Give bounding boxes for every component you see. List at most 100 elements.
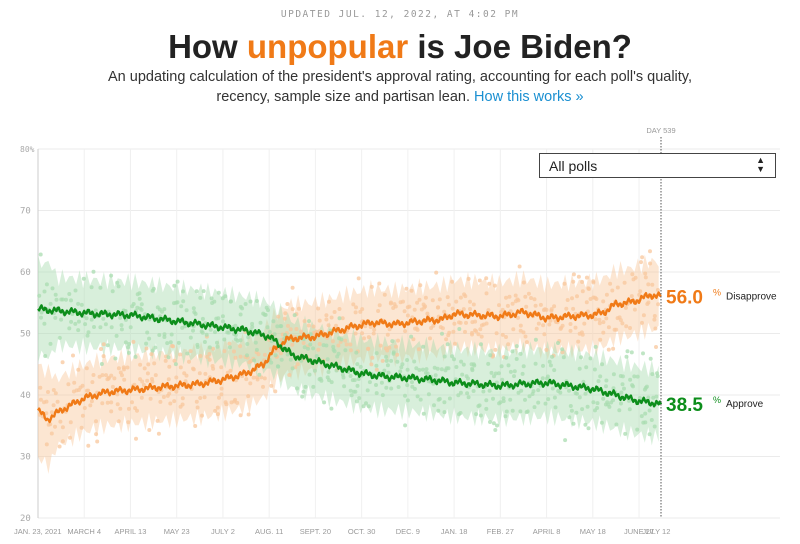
poll-dot bbox=[453, 341, 457, 346]
poll-dot bbox=[391, 350, 396, 355]
poll-dot bbox=[168, 340, 173, 345]
poll-dot bbox=[326, 323, 331, 328]
poll-dot bbox=[622, 280, 627, 285]
poll-dot bbox=[479, 342, 483, 347]
poll-dot bbox=[314, 354, 319, 359]
poll-dot bbox=[611, 386, 616, 391]
poll-dot bbox=[548, 363, 553, 368]
poll-dot bbox=[122, 367, 126, 372]
poll-dot bbox=[415, 327, 420, 332]
poll-dot bbox=[650, 372, 655, 377]
poll-dot bbox=[145, 371, 150, 376]
poll-dot bbox=[306, 323, 311, 328]
poll-dot bbox=[195, 342, 200, 347]
poll-dot bbox=[285, 302, 290, 306]
poll-dot bbox=[308, 342, 313, 347]
disapprove-pct-sign: % bbox=[713, 288, 721, 298]
poll-dot bbox=[648, 249, 652, 254]
poll-dot bbox=[386, 370, 391, 375]
poll-dot bbox=[498, 400, 503, 405]
disapprove-trend-line bbox=[37, 291, 662, 424]
poll-dot bbox=[412, 307, 417, 312]
poll-dot bbox=[316, 347, 321, 352]
poll-dot bbox=[253, 340, 258, 345]
poll-filter-value: All polls bbox=[549, 158, 598, 174]
poll-dot bbox=[466, 376, 470, 381]
poll-dot bbox=[382, 368, 387, 373]
poll-dot bbox=[193, 424, 198, 428]
poll-dot bbox=[37, 293, 42, 298]
poll-dot bbox=[409, 334, 414, 339]
poll-dot bbox=[354, 305, 358, 310]
poll-filter-select[interactable]: All polls ▲ ▼ bbox=[539, 153, 776, 178]
poll-dot bbox=[84, 366, 89, 371]
poll-dot bbox=[351, 302, 356, 307]
poll-dot bbox=[353, 310, 358, 315]
poll-dot bbox=[594, 297, 599, 301]
poll-dot bbox=[197, 371, 202, 376]
x-tick-label: APRIL 13 bbox=[115, 527, 147, 536]
poll-dot bbox=[560, 323, 565, 328]
poll-dot bbox=[417, 297, 422, 302]
poll-dot bbox=[100, 401, 105, 406]
poll-dot bbox=[179, 304, 184, 309]
poll-dot bbox=[574, 410, 579, 415]
poll-dot bbox=[105, 400, 110, 405]
poll-dot bbox=[647, 408, 652, 413]
poll-dot bbox=[89, 317, 94, 322]
y-tick-label: 70 bbox=[20, 207, 31, 217]
poll-dot bbox=[504, 355, 509, 360]
poll-dot bbox=[366, 404, 371, 409]
poll-dot bbox=[560, 350, 565, 355]
poll-dot bbox=[463, 329, 467, 334]
poll-dot bbox=[595, 401, 600, 406]
poll-dot bbox=[606, 402, 610, 407]
poll-dot bbox=[188, 349, 193, 354]
poll-dot bbox=[290, 366, 295, 371]
poll-dot bbox=[586, 286, 591, 291]
poll-dot bbox=[238, 413, 243, 418]
poll-dot bbox=[76, 319, 81, 324]
poll-dot bbox=[421, 344, 426, 349]
poll-dot bbox=[477, 403, 482, 408]
poll-dot bbox=[76, 301, 81, 306]
poll-dot bbox=[152, 361, 157, 366]
poll-dot bbox=[552, 368, 557, 373]
poll-dot bbox=[627, 407, 632, 412]
poll-dot bbox=[191, 328, 195, 333]
how-this-works-link[interactable]: How this works » bbox=[474, 89, 584, 105]
poll-dot bbox=[334, 323, 338, 328]
poll-dot bbox=[447, 330, 452, 335]
poll-dot bbox=[580, 407, 585, 412]
poll-dot bbox=[200, 413, 204, 418]
poll-dot bbox=[639, 414, 644, 419]
poll-dot bbox=[643, 271, 648, 276]
poll-dot bbox=[233, 397, 238, 402]
poll-dot bbox=[138, 362, 143, 367]
poll-dot bbox=[494, 331, 499, 336]
poll-dot bbox=[446, 302, 451, 307]
poll-dot bbox=[516, 315, 520, 320]
poll-dot bbox=[384, 358, 389, 363]
poll-dot bbox=[370, 355, 375, 360]
poll-dot bbox=[141, 383, 146, 387]
poll-dot bbox=[279, 351, 283, 356]
poll-dot bbox=[233, 355, 238, 360]
poll-dot bbox=[405, 367, 410, 372]
poll-dot bbox=[418, 397, 423, 402]
poll-dot bbox=[257, 372, 262, 377]
poll-dot bbox=[577, 395, 582, 400]
poll-dot bbox=[131, 339, 136, 344]
poll-dot bbox=[374, 383, 378, 387]
poll-dot bbox=[194, 399, 199, 404]
poll-dot bbox=[593, 344, 598, 349]
poll-dot bbox=[536, 388, 541, 393]
poll-dot bbox=[593, 317, 598, 322]
poll-dot bbox=[343, 348, 348, 353]
poll-dot bbox=[330, 339, 335, 344]
poll-dot bbox=[228, 368, 233, 373]
poll-dot bbox=[653, 326, 658, 331]
poll-dot bbox=[403, 393, 407, 398]
poll-dot bbox=[86, 388, 91, 393]
poll-dot bbox=[573, 325, 578, 330]
